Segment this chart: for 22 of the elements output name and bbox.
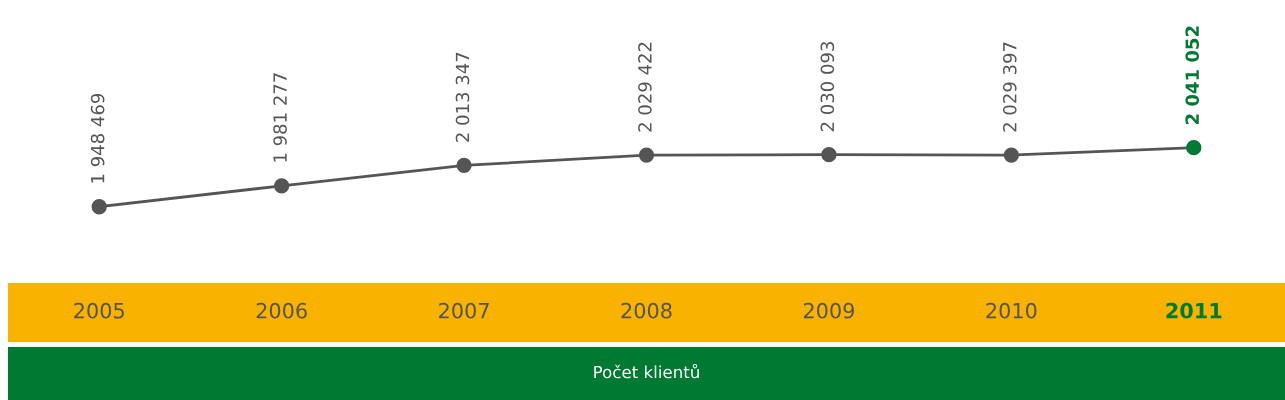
data-label: 2 013 347 xyxy=(455,52,470,142)
x-tick-label: 2005 xyxy=(74,302,124,319)
data-label: 2 029 422 xyxy=(638,42,652,132)
x-tick-label: 2010 xyxy=(986,302,1037,319)
point xyxy=(638,147,655,163)
data-label: 2 030 093 xyxy=(820,42,835,132)
point xyxy=(456,157,472,173)
point xyxy=(1186,140,1202,156)
point xyxy=(91,199,107,215)
point xyxy=(821,147,837,163)
x-tick-label: 2011 xyxy=(1166,302,1222,319)
x-tick-label: 2006 xyxy=(256,302,307,319)
x-tick-label: 2007 xyxy=(439,302,489,319)
point xyxy=(274,178,290,194)
point xyxy=(1003,147,1019,163)
data-label: 1 981 277 xyxy=(273,73,287,162)
data-label: 2 029 397 xyxy=(1002,42,1017,132)
x-tick-label: 2009 xyxy=(803,302,854,319)
x-tick-label: 2008 xyxy=(621,302,672,319)
data-label: 2 041 052 xyxy=(1185,26,1200,125)
data-label: 1 948 469 xyxy=(90,93,105,183)
text: Počet klientů xyxy=(594,363,699,379)
